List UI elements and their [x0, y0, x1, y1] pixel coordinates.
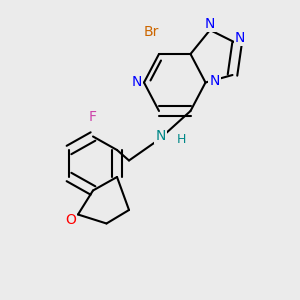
Text: O: O	[65, 213, 76, 226]
Text: H: H	[177, 133, 186, 146]
Text: Br: Br	[144, 25, 159, 38]
Text: N: N	[235, 31, 245, 44]
Text: N: N	[155, 129, 166, 142]
Text: N: N	[205, 17, 215, 31]
Text: F: F	[89, 110, 97, 124]
Text: N: N	[209, 74, 220, 88]
Text: N: N	[131, 75, 142, 88]
